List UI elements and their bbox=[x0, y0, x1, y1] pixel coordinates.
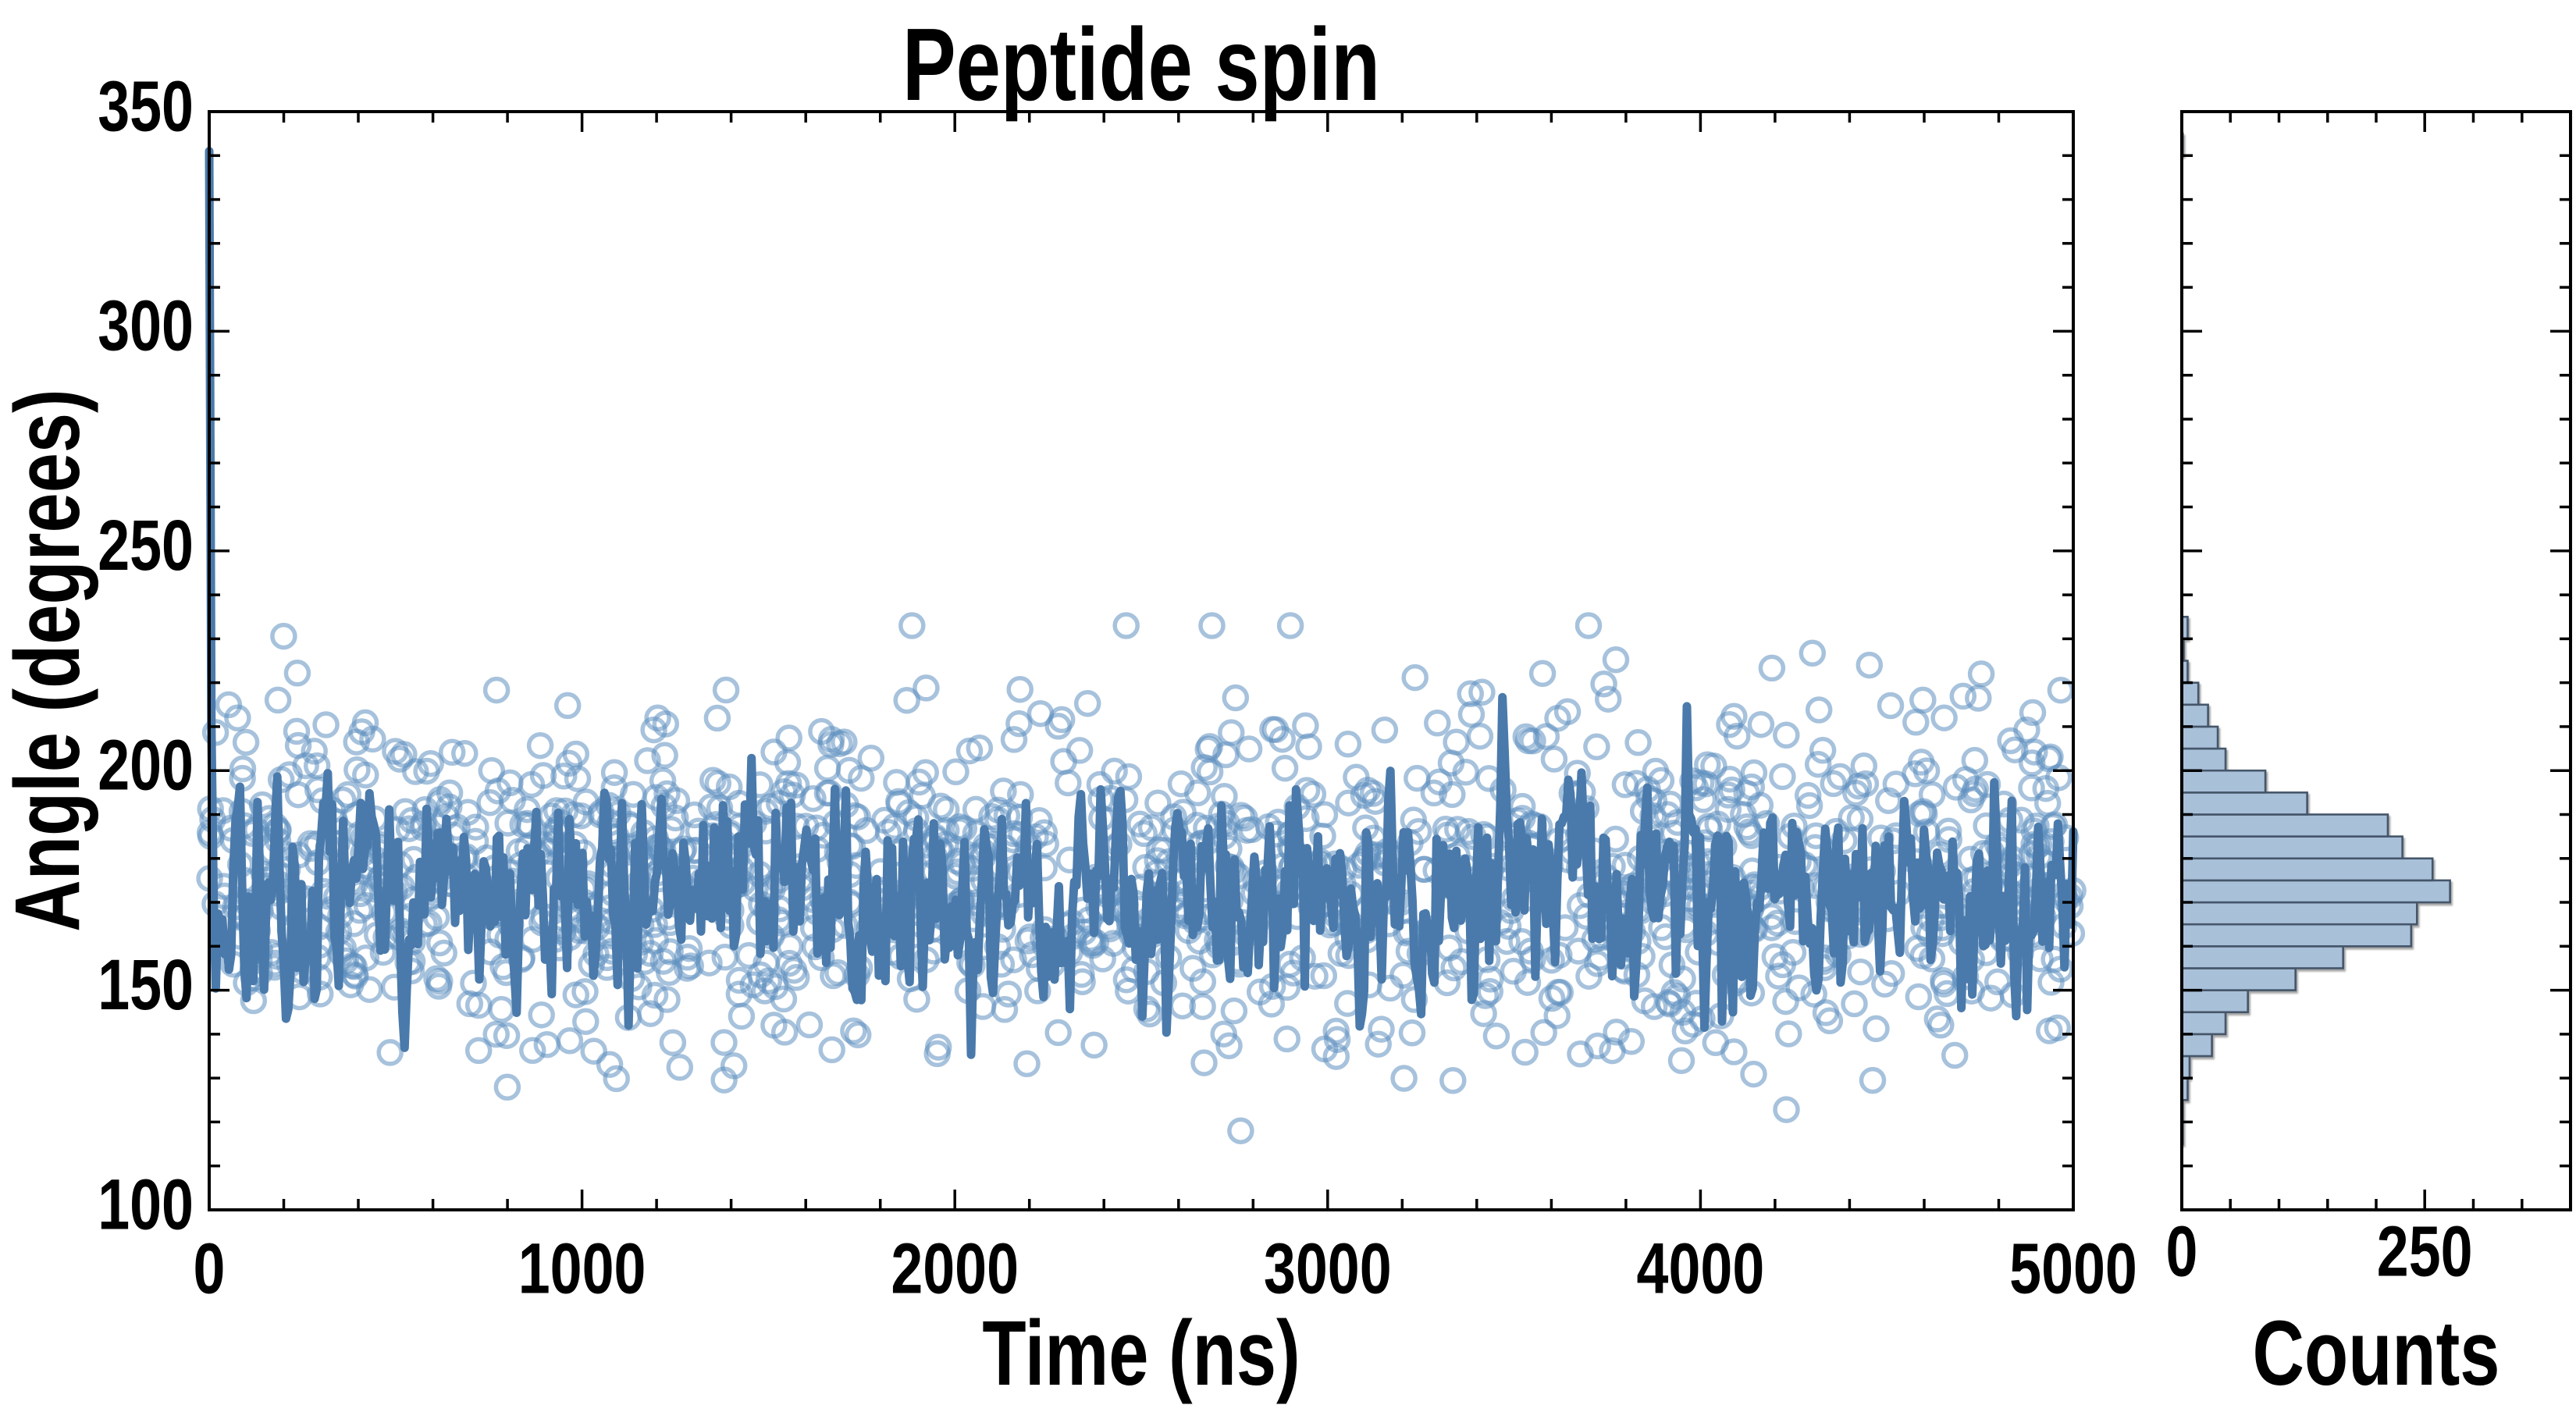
svg-text:2000: 2000 bbox=[891, 1228, 1019, 1308]
svg-text:5000: 5000 bbox=[2009, 1228, 2137, 1308]
svg-text:Counts: Counts bbox=[2253, 1302, 2500, 1405]
svg-text:Angle (degrees): Angle (degrees) bbox=[0, 389, 99, 931]
svg-text:150: 150 bbox=[98, 944, 194, 1025]
svg-text:300: 300 bbox=[98, 286, 194, 366]
svg-text:3000: 3000 bbox=[1264, 1228, 1392, 1308]
svg-text:350: 350 bbox=[98, 66, 194, 146]
svg-text:100: 100 bbox=[98, 1164, 194, 1244]
svg-text:0: 0 bbox=[194, 1228, 226, 1308]
svg-text:1000: 1000 bbox=[518, 1228, 646, 1308]
svg-text:Time (ns): Time (ns) bbox=[982, 1302, 1300, 1405]
svg-text:200: 200 bbox=[98, 725, 194, 806]
svg-text:250: 250 bbox=[2377, 1211, 2473, 1291]
svg-text:250: 250 bbox=[98, 505, 194, 585]
svg-text:4000: 4000 bbox=[1637, 1228, 1765, 1308]
svg-text:0: 0 bbox=[2166, 1211, 2198, 1291]
svg-text:Peptide spin: Peptide spin bbox=[902, 8, 1380, 123]
